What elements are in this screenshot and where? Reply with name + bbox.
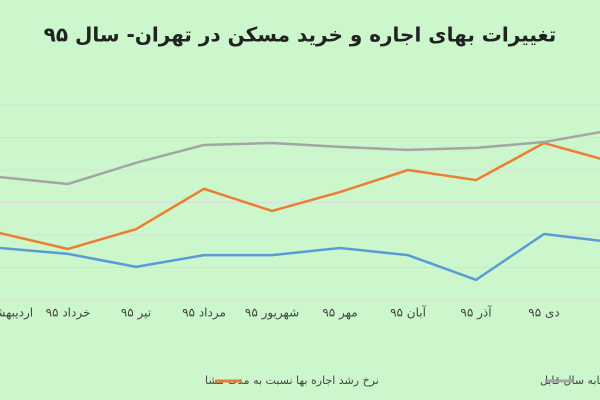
x-tick-label: مهر ۹۵: [322, 306, 357, 321]
legend-label: نرخ رشد اجاره بها نسبت به مدت مشا: [205, 374, 379, 387]
chart-title: تغییرات بهای اجاره و خرید مسکن در تهران-…: [44, 23, 557, 47]
series-line: [0, 232, 600, 282]
series-line: [0, 130, 600, 186]
x-tick-label: شهریور ۹۵: [245, 306, 299, 321]
x-tick-label: آذر ۹۵: [460, 305, 492, 321]
x-tick-label: تیر ۹۵: [121, 306, 151, 321]
x-tick-label: دی ۹۵: [528, 306, 559, 320]
x-tick-label: مرداد ۹۵: [182, 306, 226, 321]
x-tick-label: خرداد ۹۵: [46, 306, 91, 321]
x-tick-label: آبان ۹۵: [390, 305, 427, 320]
series-line: [0, 141, 600, 251]
x-tick-label: اردیبهشت ۹۵: [0, 306, 33, 321]
